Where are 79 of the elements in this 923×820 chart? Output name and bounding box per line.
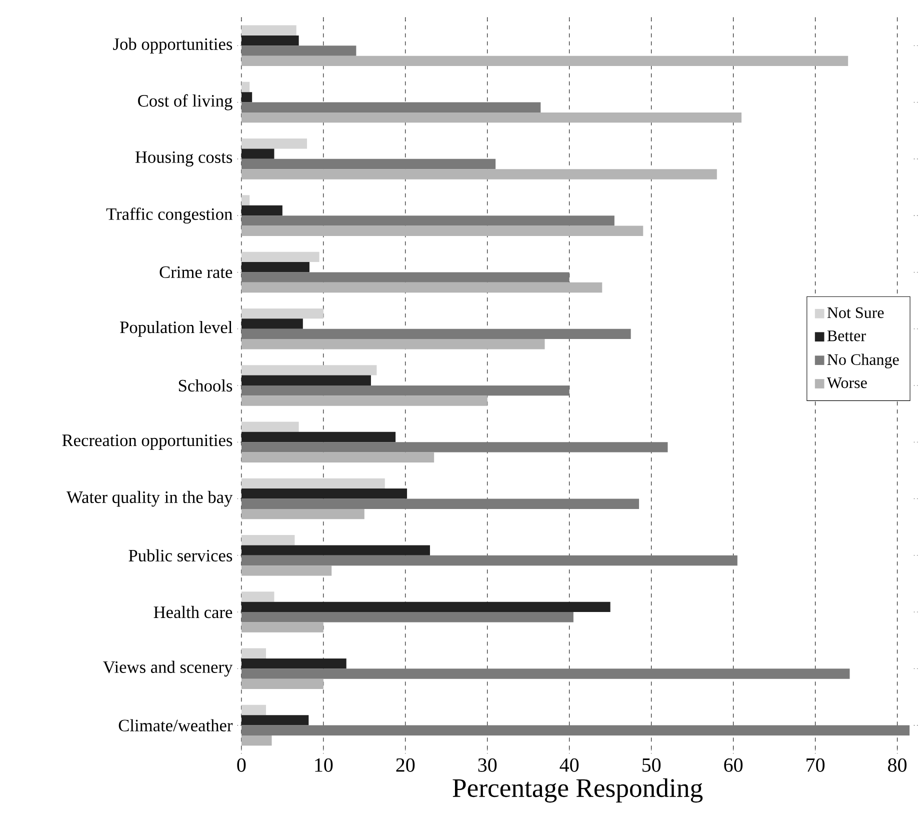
bar (241, 648, 266, 658)
bar (241, 545, 430, 556)
bar (241, 591, 274, 602)
y-tick-label: Population level (120, 320, 232, 337)
bar (241, 205, 282, 216)
y-tick-label: Views and scenery (102, 660, 233, 676)
bar (241, 46, 356, 56)
bar (241, 282, 602, 292)
y-tick-label: Climate/weather (118, 719, 233, 732)
bar (241, 102, 541, 112)
bar (241, 488, 408, 499)
bar (241, 498, 640, 509)
bar (241, 262, 310, 272)
bar (241, 82, 250, 92)
bar (241, 432, 396, 442)
bar (241, 452, 434, 462)
y-tick-label: Job opportunities (113, 38, 232, 54)
bar (241, 442, 668, 452)
x-tick-label: 20 (396, 758, 415, 772)
y-tick-label: Recreation opportunities (62, 434, 232, 450)
bar (241, 704, 266, 715)
y-tick-label: Cost of living (138, 94, 232, 110)
y-tick-label: Water quality in the bay (66, 490, 233, 506)
bar (241, 714, 309, 726)
bar (241, 338, 545, 350)
bar (241, 328, 631, 339)
x-tick-label: 0 (237, 758, 246, 772)
y-tick-label: Housing costs (135, 151, 232, 166)
bar (241, 375, 371, 386)
bar (241, 318, 303, 329)
bar (241, 308, 324, 319)
y-tick-label: Traffic congestion (106, 207, 232, 224)
x-tick-label: 10 (315, 758, 333, 772)
bar (241, 668, 850, 679)
x-tick-label: 30 (478, 758, 497, 772)
bar (241, 565, 332, 576)
bar (241, 195, 250, 206)
y-tick-label: Schools (178, 379, 232, 392)
x-tick-label: 70 (806, 758, 825, 772)
bar (241, 272, 570, 282)
x-tick-label: 50 (642, 758, 661, 772)
bar (241, 478, 385, 488)
bar (241, 364, 377, 376)
bar (241, 735, 272, 746)
legend-label: Worse (826, 377, 867, 388)
bar (241, 112, 742, 123)
bar (241, 168, 717, 180)
bar (241, 148, 274, 159)
bar (241, 602, 610, 612)
bar (241, 422, 299, 432)
y-tick-label: Crime rate (160, 266, 232, 278)
legend-label: Not Sure (827, 307, 884, 318)
legend-label: Better (827, 330, 866, 342)
bar (241, 138, 308, 149)
legend-label: No Change (827, 354, 899, 368)
bar (241, 385, 570, 396)
bar (241, 678, 324, 689)
y-tick-label: Health care (154, 606, 232, 618)
bar (241, 25, 296, 36)
bar (241, 215, 614, 226)
bar (241, 396, 488, 406)
bar (241, 622, 324, 632)
bar (241, 226, 644, 236)
x-tick-label: 40 (560, 758, 579, 772)
x-tick-label: 60 (724, 758, 743, 772)
bar (241, 252, 320, 262)
bar (241, 56, 848, 66)
bar (241, 508, 364, 519)
bar (241, 555, 738, 566)
x-tick-label: 80 (888, 758, 907, 772)
bar (241, 35, 299, 46)
bar (241, 612, 574, 622)
x-axis-title: Percentage Responding (452, 778, 703, 802)
y-tick-label: Public services (128, 549, 232, 562)
bar (241, 92, 252, 102)
bar (241, 658, 346, 669)
bar (241, 725, 910, 736)
bar (241, 534, 295, 546)
bar (241, 158, 496, 169)
